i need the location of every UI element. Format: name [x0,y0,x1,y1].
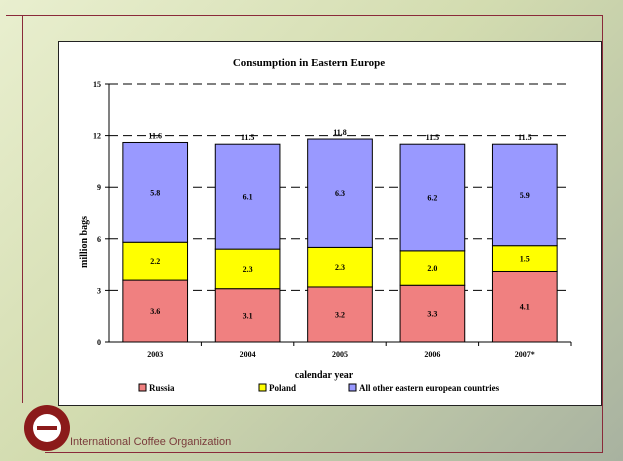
data-label: 5.8 [150,188,160,197]
y-axis-label: million bags [79,216,90,268]
y-tick-label: 12 [93,132,101,141]
y-tick-label: 6 [97,235,101,244]
total-label: 11.5 [426,133,440,142]
total-label: 11.5 [518,133,532,142]
legend-swatch [348,383,357,392]
bar-segment [399,143,466,252]
data-label: 2.2 [150,257,160,266]
x-axis-label: calendar year [295,370,354,381]
frame-right-line [602,15,603,453]
data-label: 3.1 [243,311,253,320]
data-label: 5.9 [520,191,530,200]
data-label: 1.5 [520,255,530,264]
data-label: 2.3 [335,263,345,272]
x-tick-label: 2007* [515,350,535,359]
chart-svg: Consumption in Eastern Europe million ba… [79,57,572,393]
data-label: 2.0 [427,264,437,273]
data-label: 4.1 [520,303,530,312]
y-tick-label: 15 [93,80,101,89]
legend-label: Poland [269,383,296,393]
bar-segment [122,241,189,281]
data-label: 3.2 [335,310,345,319]
total-label: 11.8 [333,128,347,137]
chart-panel: Consumption in Eastern Europe million ba… [58,41,602,406]
bar-segment [399,284,466,343]
y-tick-label: 3 [97,286,101,295]
x-tick-label: 2006 [424,350,440,359]
data-label: 6.3 [335,189,345,198]
ico-logo-bar [37,426,57,430]
data-label: 3.6 [150,307,160,316]
x-tick-label: 2005 [332,350,348,359]
bar-segment [491,270,558,343]
legend-label: Russia [149,383,175,393]
y-tick-label: 9 [97,183,101,192]
legend-label: All other eastern european countries [359,383,500,393]
chart-title: Consumption in Eastern Europe [233,57,385,69]
legend-swatch [138,383,147,392]
frame-left-line [22,15,23,403]
bar-segment [214,288,281,343]
bar-segment [491,143,558,247]
y-tick-label: 0 [97,338,101,347]
org-name: International Coffee Organization [70,436,232,448]
total-label: 11.5 [241,133,255,142]
data-label: 6.2 [427,194,437,203]
bar-segment [491,245,558,272]
total-label: 11.6 [148,131,162,140]
bar-segment [307,138,373,248]
x-tick-label: 2004 [240,350,256,359]
data-label: 6.1 [243,193,253,202]
frame-bottom-line [45,452,603,453]
bar-segment [214,248,281,290]
x-tick-label: 2003 [147,350,163,359]
data-label: 2.3 [243,265,253,274]
bar-segment [307,246,373,288]
ico-logo [24,405,70,451]
bar-segment [122,141,189,243]
bar-segment [122,279,189,343]
frame-top-line [6,15,603,16]
bar-segment [214,143,281,250]
legend-swatch [258,383,267,392]
data-label: 3.3 [427,310,437,319]
ico-logo-inner [33,414,61,442]
